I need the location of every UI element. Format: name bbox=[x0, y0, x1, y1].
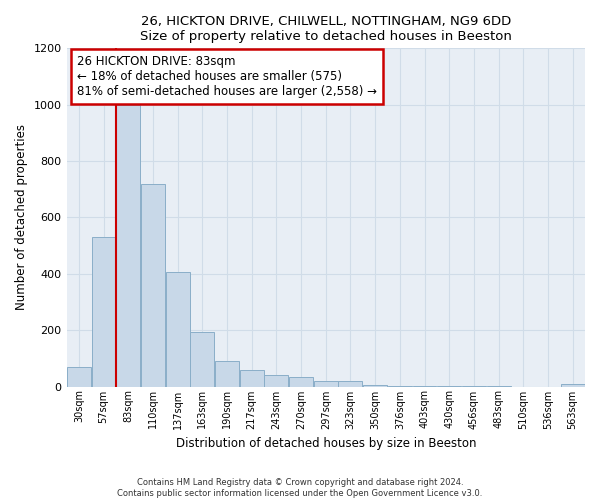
Bar bbox=[141, 184, 165, 386]
Bar bbox=[215, 361, 239, 386]
X-axis label: Distribution of detached houses by size in Beeston: Distribution of detached houses by size … bbox=[176, 437, 476, 450]
Bar bbox=[560, 384, 584, 386]
Bar bbox=[67, 367, 91, 386]
Bar bbox=[92, 237, 116, 386]
Bar bbox=[338, 382, 362, 386]
Title: 26, HICKTON DRIVE, CHILWELL, NOTTINGHAM, NG9 6DD
Size of property relative to de: 26, HICKTON DRIVE, CHILWELL, NOTTINGHAM,… bbox=[140, 15, 512, 43]
Bar bbox=[289, 378, 313, 386]
Text: Contains HM Land Registry data © Crown copyright and database right 2024.
Contai: Contains HM Land Registry data © Crown c… bbox=[118, 478, 482, 498]
Y-axis label: Number of detached properties: Number of detached properties bbox=[15, 124, 28, 310]
Text: 26 HICKTON DRIVE: 83sqm
← 18% of detached houses are smaller (575)
81% of semi-d: 26 HICKTON DRIVE: 83sqm ← 18% of detache… bbox=[77, 55, 377, 98]
Bar bbox=[265, 374, 289, 386]
Bar bbox=[190, 332, 214, 386]
Bar bbox=[166, 272, 190, 386]
Bar bbox=[240, 370, 263, 386]
Bar bbox=[116, 104, 140, 386]
Bar bbox=[314, 382, 338, 386]
Bar bbox=[363, 385, 387, 386]
